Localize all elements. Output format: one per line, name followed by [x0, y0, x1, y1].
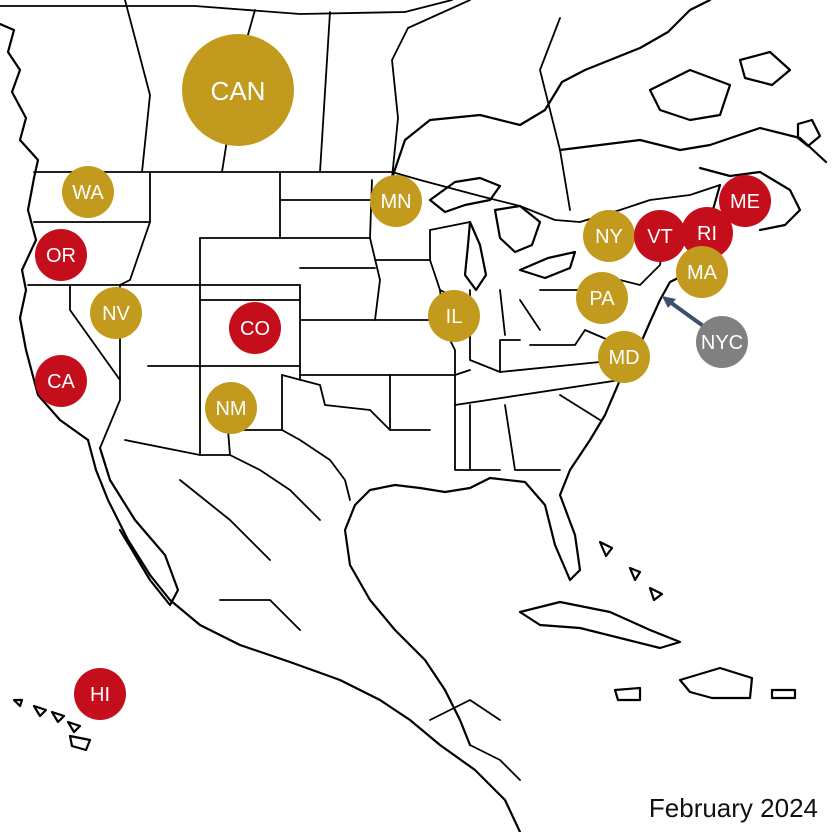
marker-ma: MA	[676, 246, 728, 298]
marker-label: IL	[446, 306, 463, 328]
marker-label: NYC	[701, 332, 743, 354]
marker-circle	[696, 316, 748, 368]
marker-label: VT	[647, 226, 673, 248]
marker-label: PA	[589, 288, 615, 310]
marker-label: MN	[380, 191, 411, 213]
marker-label: WA	[72, 182, 104, 204]
marker-pa: PA	[576, 272, 628, 324]
marker-circle	[598, 331, 650, 383]
marker-circle	[583, 210, 635, 262]
marker-label: ME	[730, 191, 760, 213]
marker-label: NV	[102, 303, 130, 325]
marker-wa: WA	[62, 166, 114, 218]
marker-nm: NM	[205, 382, 257, 434]
marker-label: RI	[697, 223, 717, 245]
marker-label: MD	[608, 347, 639, 369]
marker-or: OR	[35, 229, 87, 281]
marker-label: CA	[47, 371, 75, 393]
marker-label: NY	[595, 226, 623, 248]
marker-circle	[182, 34, 294, 146]
marker-circle	[229, 302, 281, 354]
marker-label: HI	[90, 684, 110, 706]
marker-il: IL	[428, 290, 480, 342]
marker-nv: NV	[90, 287, 142, 339]
marker-circle	[35, 229, 87, 281]
marker-ca: CA	[35, 355, 87, 407]
marker-label: NM	[215, 398, 246, 420]
marker-me: ME	[719, 175, 771, 227]
marker-circle	[370, 175, 422, 227]
marker-circle	[74, 668, 126, 720]
marker-circle	[681, 207, 733, 259]
marker-label: CO	[240, 318, 270, 340]
marker-circle	[676, 246, 728, 298]
marker-circle	[634, 210, 686, 262]
marker-label: CAN	[211, 76, 266, 106]
marker-label: MA	[687, 262, 718, 284]
marker-nyc: NYC	[696, 316, 748, 368]
marker-vt: VT	[634, 210, 686, 262]
marker-ri: RI	[681, 207, 733, 259]
marker-label: OR	[46, 245, 76, 267]
marker-circle	[576, 272, 628, 324]
map-date-label: February 2024	[648, 793, 818, 823]
marker-can: CAN	[182, 34, 294, 146]
marker-circle	[205, 382, 257, 434]
nyc-pointer-arrow	[662, 296, 708, 330]
marker-circle	[35, 355, 87, 407]
marker-ny: NY	[583, 210, 635, 262]
marker-circle	[428, 290, 480, 342]
state-markers: CAN WA OR NV CA CO NM MN IL NY VT RI ME MA PA MD NYC HI	[35, 34, 771, 720]
marker-hi: HI	[74, 668, 126, 720]
marker-circle	[90, 287, 142, 339]
marker-circle	[719, 175, 771, 227]
marker-mn: MN	[370, 175, 422, 227]
marker-circle	[62, 166, 114, 218]
marker-co: CO	[229, 302, 281, 354]
marker-md: MD	[598, 331, 650, 383]
